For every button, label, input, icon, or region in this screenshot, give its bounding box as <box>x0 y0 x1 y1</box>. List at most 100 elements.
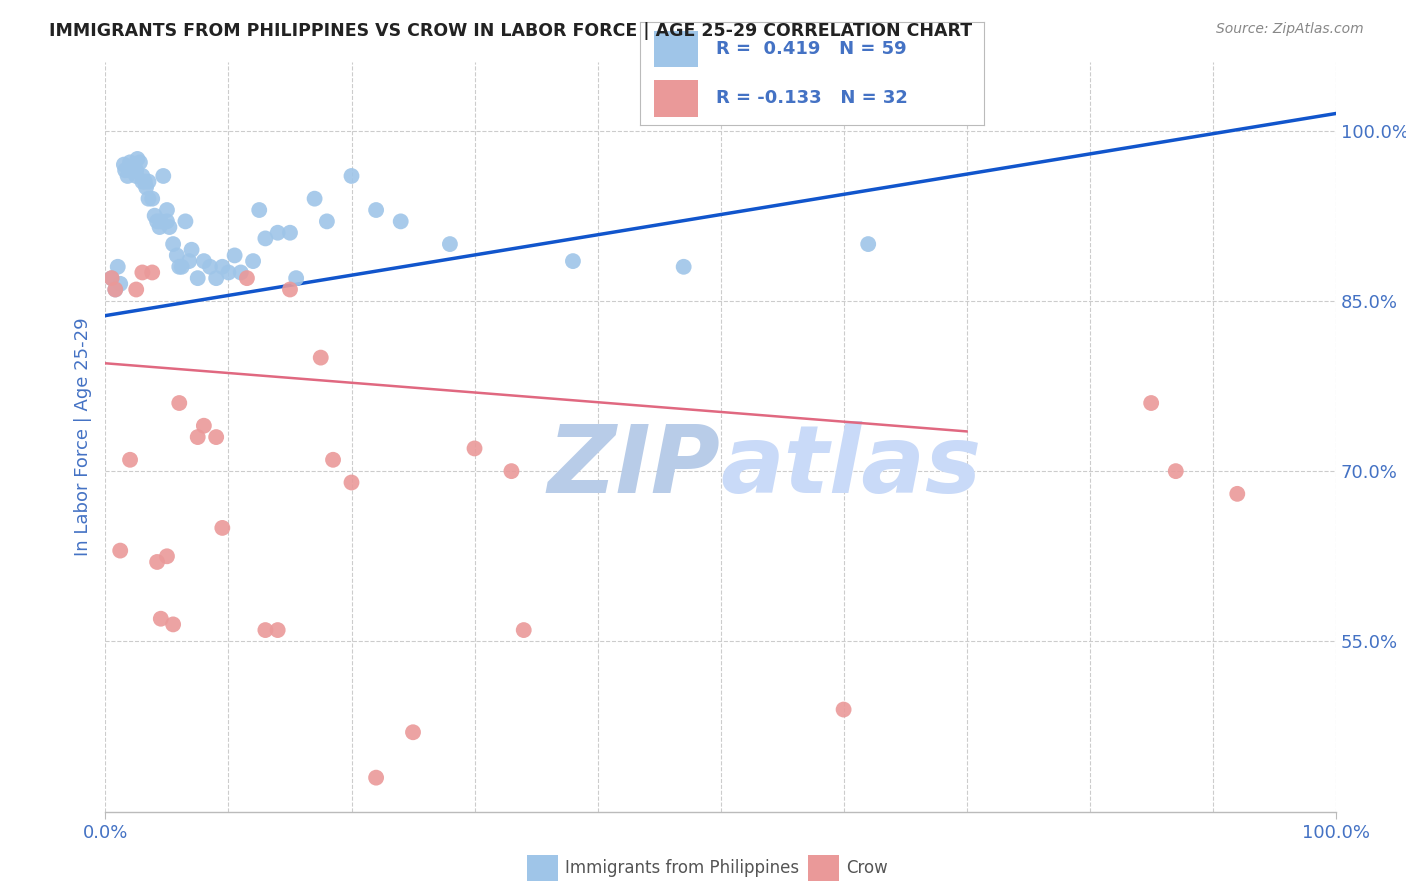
Point <box>129 155 152 169</box>
Text: Source: ZipAtlas.com: Source: ZipAtlas.com <box>1216 22 1364 37</box>
Point <box>832 702 855 716</box>
Point <box>156 214 179 228</box>
Point <box>127 152 149 166</box>
Point <box>117 169 139 183</box>
Point <box>104 283 127 297</box>
FancyBboxPatch shape <box>654 30 699 68</box>
Point <box>156 202 179 217</box>
Point <box>104 283 127 297</box>
Point <box>162 617 184 632</box>
Point <box>149 214 172 228</box>
Point <box>141 192 163 206</box>
Point <box>112 158 135 172</box>
Point <box>134 175 156 189</box>
Point <box>315 214 337 228</box>
Point <box>322 452 344 467</box>
Point <box>1164 464 1187 478</box>
Text: R = -0.133   N = 32: R = -0.133 N = 32 <box>716 89 907 107</box>
Point <box>170 260 193 274</box>
Point <box>211 521 233 535</box>
Text: R =  0.419   N = 59: R = 0.419 N = 59 <box>716 40 905 58</box>
Point <box>149 612 172 626</box>
Point <box>254 231 277 245</box>
Point <box>141 265 163 279</box>
Point <box>501 464 523 478</box>
Point <box>125 163 148 178</box>
Point <box>120 452 141 467</box>
Point <box>131 175 153 189</box>
Point <box>187 271 209 285</box>
Point <box>285 271 308 285</box>
Point <box>1226 487 1249 501</box>
Point <box>131 169 153 183</box>
Point <box>278 283 301 297</box>
Point <box>340 169 363 183</box>
Point <box>100 271 122 285</box>
Point <box>389 214 412 228</box>
Point <box>672 260 695 274</box>
Point <box>110 277 132 291</box>
Point <box>402 725 425 739</box>
Point <box>131 265 153 279</box>
Point <box>218 265 240 279</box>
Point <box>247 202 270 217</box>
Point <box>187 430 209 444</box>
Text: IMMIGRANTS FROM PHILIPPINES VS CROW IN LABOR FORCE | AGE 25-29 CORRELATION CHART: IMMIGRANTS FROM PHILIPPINES VS CROW IN L… <box>49 22 973 40</box>
Point <box>254 623 277 637</box>
Point <box>162 237 184 252</box>
Point <box>120 155 141 169</box>
Point <box>125 169 148 183</box>
Point <box>205 271 228 285</box>
Point <box>464 442 486 456</box>
Point <box>120 163 141 178</box>
Point <box>125 283 148 297</box>
Point <box>143 209 166 223</box>
Point <box>366 771 388 785</box>
Point <box>159 220 180 235</box>
Point <box>146 214 169 228</box>
Point <box>278 226 301 240</box>
Point <box>267 623 290 637</box>
Point <box>169 260 191 274</box>
Point <box>858 237 880 252</box>
Text: ZIP: ZIP <box>548 421 721 513</box>
Point <box>114 163 136 178</box>
Point <box>211 260 233 274</box>
Point <box>513 623 536 637</box>
Point <box>174 214 197 228</box>
Point <box>100 271 122 285</box>
Point <box>366 202 388 217</box>
Point <box>152 169 174 183</box>
Point <box>304 192 326 206</box>
Point <box>224 248 246 262</box>
Point <box>439 237 461 252</box>
Point <box>138 192 160 206</box>
Y-axis label: In Labor Force | Age 25-29: In Labor Force | Age 25-29 <box>73 318 91 557</box>
Point <box>169 396 191 410</box>
Point <box>562 254 585 268</box>
Point <box>236 271 259 285</box>
Point <box>180 243 202 257</box>
Point <box>156 549 179 564</box>
Point <box>179 254 201 268</box>
Point <box>267 226 290 240</box>
Point <box>205 430 228 444</box>
Text: Immigrants from Philippines: Immigrants from Philippines <box>565 859 800 877</box>
Point <box>121 163 143 178</box>
Text: Crow: Crow <box>846 859 889 877</box>
FancyBboxPatch shape <box>654 79 699 117</box>
Point <box>146 555 169 569</box>
Point <box>135 180 157 194</box>
Point <box>166 248 188 262</box>
Text: atlas: atlas <box>721 421 981 513</box>
Point <box>309 351 332 365</box>
Point <box>138 175 160 189</box>
Point <box>229 265 252 279</box>
Point <box>107 260 129 274</box>
Point <box>340 475 363 490</box>
Point <box>110 543 132 558</box>
Point <box>193 254 215 268</box>
Point <box>1140 396 1163 410</box>
Point <box>193 418 215 433</box>
Point <box>242 254 264 268</box>
